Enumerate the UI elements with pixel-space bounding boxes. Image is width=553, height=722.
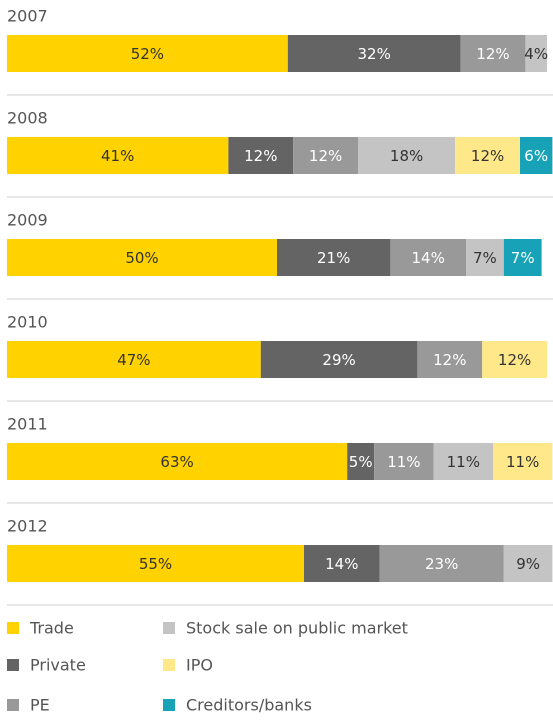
bar-segment	[503, 239, 542, 276]
value-label: 7%	[473, 249, 497, 267]
value-label: 11%	[387, 453, 420, 471]
bar-segment	[277, 239, 391, 276]
legend-swatch	[163, 659, 175, 671]
value-label: 14%	[412, 249, 445, 267]
value-label: 47%	[117, 351, 150, 369]
value-label: 32%	[358, 45, 391, 63]
value-label: 52%	[131, 45, 164, 63]
bar-segment	[374, 443, 434, 480]
legend-label: PE	[30, 696, 50, 715]
bar-segment	[7, 137, 229, 174]
bar-segment	[358, 137, 456, 174]
bar-segment	[520, 137, 553, 174]
bar-segment	[466, 239, 504, 276]
value-label: 14%	[325, 555, 358, 573]
value-label: 18%	[390, 147, 423, 165]
bar-segment	[7, 443, 348, 480]
value-label: 7%	[511, 249, 535, 267]
value-label: 12%	[433, 351, 466, 369]
legend-swatch	[163, 622, 175, 634]
bar-segment	[287, 35, 461, 72]
bar-segment	[379, 545, 504, 582]
value-label: 5%	[349, 453, 373, 471]
value-label: 12%	[309, 147, 342, 165]
legend-label: Private	[30, 656, 86, 675]
value-label: 6%	[524, 147, 548, 165]
year-label: 2011	[7, 415, 48, 434]
value-label: 23%	[425, 555, 458, 573]
bar-segment	[304, 545, 380, 582]
value-label: 11%	[447, 453, 480, 471]
bar-segment	[433, 443, 493, 480]
value-label: 29%	[322, 351, 355, 369]
year-label: 2010	[7, 313, 48, 332]
value-label: 12%	[476, 45, 509, 63]
bar-segment	[455, 137, 520, 174]
bar-segment	[293, 137, 358, 174]
year-label: 2007	[7, 7, 48, 26]
legend-label: IPO	[186, 656, 213, 675]
year-label: 2008	[7, 109, 48, 128]
legend-swatch	[163, 699, 175, 711]
value-label: 12%	[244, 147, 277, 165]
legend-swatch	[7, 659, 19, 671]
legend-label: Creditors/banks	[186, 696, 312, 715]
bar-segment	[503, 545, 553, 582]
value-label: 50%	[125, 249, 158, 267]
bar-segment	[7, 545, 304, 582]
legend-swatch	[7, 699, 19, 711]
bar-segment	[7, 35, 288, 72]
year-label: 2012	[7, 517, 48, 536]
year-label: 2009	[7, 211, 48, 230]
bar-segment	[228, 137, 294, 174]
bar-segment	[7, 239, 277, 276]
value-label: 12%	[498, 351, 531, 369]
value-label: 21%	[317, 249, 350, 267]
legend-swatch	[7, 622, 19, 634]
bar-segment	[417, 341, 483, 378]
bar-segment	[347, 443, 375, 480]
value-label: 11%	[506, 453, 539, 471]
bar-segment	[482, 341, 547, 378]
value-label: 41%	[101, 147, 134, 165]
bar-segment	[7, 341, 261, 378]
bar-segment	[493, 443, 553, 480]
value-label: 63%	[160, 453, 193, 471]
value-label: 9%	[516, 555, 540, 573]
bar-segment	[460, 35, 526, 72]
bar-segment	[260, 341, 418, 378]
value-label: 12%	[471, 147, 504, 165]
value-label: 4%	[524, 45, 548, 63]
legend-label: Stock sale on public market	[186, 619, 408, 638]
legend-label: Trade	[29, 619, 74, 638]
value-label: 55%	[139, 555, 172, 573]
bar-segment	[525, 35, 547, 72]
bar-segment	[390, 239, 466, 276]
